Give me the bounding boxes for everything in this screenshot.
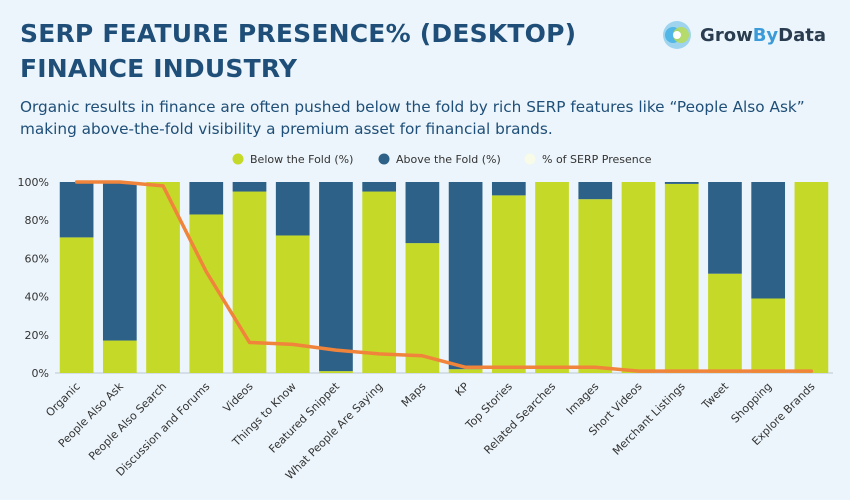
bar-below-fold: [491, 195, 526, 373]
bar-above-fold: [275, 182, 310, 236]
bar-above-fold: [708, 182, 742, 274]
legend-label-3: % of SERP Presence: [542, 153, 652, 166]
bar-below-fold: [621, 182, 656, 373]
bar-below-fold: [751, 298, 786, 373]
bar-above-fold: [578, 182, 613, 200]
legend-label-2: Above the Fold (%): [396, 153, 501, 166]
x-tick-label: Organic: [43, 380, 82, 419]
bar-above-fold: [232, 182, 267, 192]
bar-above-fold: [319, 182, 353, 372]
bar-below-fold: [405, 243, 440, 373]
bar-above-fold: [664, 182, 699, 184]
bar-below-fold: [275, 235, 310, 373]
title-line-1: SERP FEATURE PRESENCE% (DESKTOP): [20, 19, 577, 48]
bar-below-fold: [448, 369, 483, 373]
bar-below-fold: [708, 273, 742, 373]
y-tick-label: 80%: [25, 214, 49, 227]
legend-swatch-3: [524, 153, 536, 165]
x-tick-label: Videos: [221, 380, 256, 415]
bar-above-fold: [189, 182, 224, 215]
stacked-bar-chart: Below the Fold (%) Above the Fold (%) % of…: [18, 153, 833, 482]
x-tick-label: KP: [453, 380, 472, 399]
legend-swatch-2: [378, 153, 390, 165]
logo-wordmark: GrowByData: [700, 24, 826, 46]
bar-below-fold: [794, 182, 829, 373]
y-tick-label: 0%: [32, 367, 49, 380]
legend-swatch-1: [232, 153, 244, 165]
bar-below-fold: [578, 199, 613, 373]
growbydata-logo: GrowByData: [662, 20, 826, 50]
x-tick-label: Maps: [399, 380, 429, 410]
bar-above-fold: [362, 182, 397, 192]
x-tick-label: Images: [564, 380, 602, 418]
x-tick-label: Related Searches: [481, 380, 558, 457]
bar-above-fold: [405, 182, 440, 244]
bar-below-fold: [102, 340, 137, 373]
y-tick-label: 100%: [18, 176, 49, 189]
bar-below-fold: [664, 183, 699, 373]
bar-below-fold: [362, 191, 397, 373]
bar-below-fold: [146, 182, 180, 373]
y-tick-label: 20%: [25, 329, 49, 342]
title-line-2: FINANCE INDUSTRY: [20, 54, 298, 83]
bar-above-fold: [448, 182, 483, 370]
legend-label-1: Below the Fold (%): [250, 153, 353, 166]
bar-below-fold: [535, 182, 569, 373]
bar-above-fold: [102, 182, 137, 341]
growbydata-logo-icon: [663, 21, 692, 49]
chart-title: SERP FEATURE PRESENCE% (DESKTOP) FINANCE…: [20, 16, 576, 86]
x-tick-label: People Also Search: [86, 380, 169, 463]
bar-below-fold: [319, 371, 353, 373]
bar-above-fold: [59, 182, 94, 238]
y-tick-label: 40%: [25, 291, 49, 304]
bar-below-fold: [59, 237, 94, 373]
x-tick-label: Merchant Listings: [610, 380, 688, 458]
y-tick-label: 60%: [25, 252, 49, 265]
bar-above-fold: [491, 182, 526, 196]
serp-presence-line: [74, 180, 814, 373]
x-tick-label: Tweet: [699, 379, 732, 412]
chart-subtitle: Organic results in finance are often pus…: [20, 98, 805, 138]
x-tick-label: Shopping: [729, 380, 775, 426]
bar-below-fold: [189, 214, 224, 373]
bar-below-fold: [232, 191, 267, 373]
bar-above-fold: [751, 182, 786, 299]
